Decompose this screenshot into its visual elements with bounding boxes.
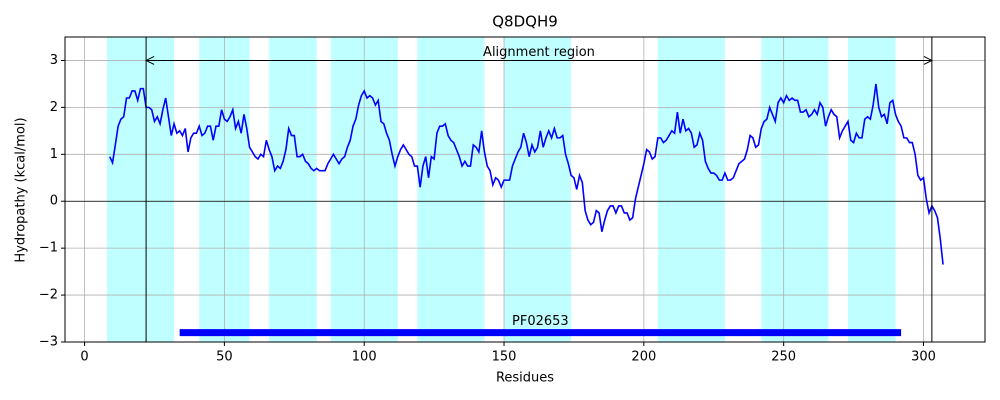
chart-title: Q8DQH9 [492,13,558,31]
y-tick-label: 3 [50,53,58,68]
highlight-region [106,37,175,342]
alignment-label: Alignment region [483,45,595,60]
highlight-region [269,37,317,342]
y-tick-label: 1 [50,147,58,162]
domain-label: PF02653 [512,314,569,329]
y-tick-label: −2 [39,288,58,303]
x-tick-label: 150 [492,350,517,365]
x-tick-label: 50 [216,350,233,365]
highlight-region [417,37,485,342]
x-tick-label: 200 [631,350,656,365]
y-tick-label: −3 [39,335,58,350]
y-tick-label: 2 [50,100,58,115]
highlight-region [657,37,725,342]
x-axis-label: Residues [496,371,554,386]
data-line [109,83,944,265]
y-tick-label: 0 [50,194,58,209]
highlight-region [761,37,829,342]
highlight-region [847,37,896,342]
x-tick-label: 100 [352,350,377,365]
plot-frame [64,36,986,343]
plot-background [65,37,985,343]
highlight-region [504,37,572,342]
x-tick-label: 300 [911,350,936,365]
x-tick-label: 0 [80,350,88,365]
y-axis-label: Hydropathy (kcal/mol) [14,117,29,262]
y-tick-label: −1 [39,241,58,256]
x-tick-label: 250 [771,350,796,365]
